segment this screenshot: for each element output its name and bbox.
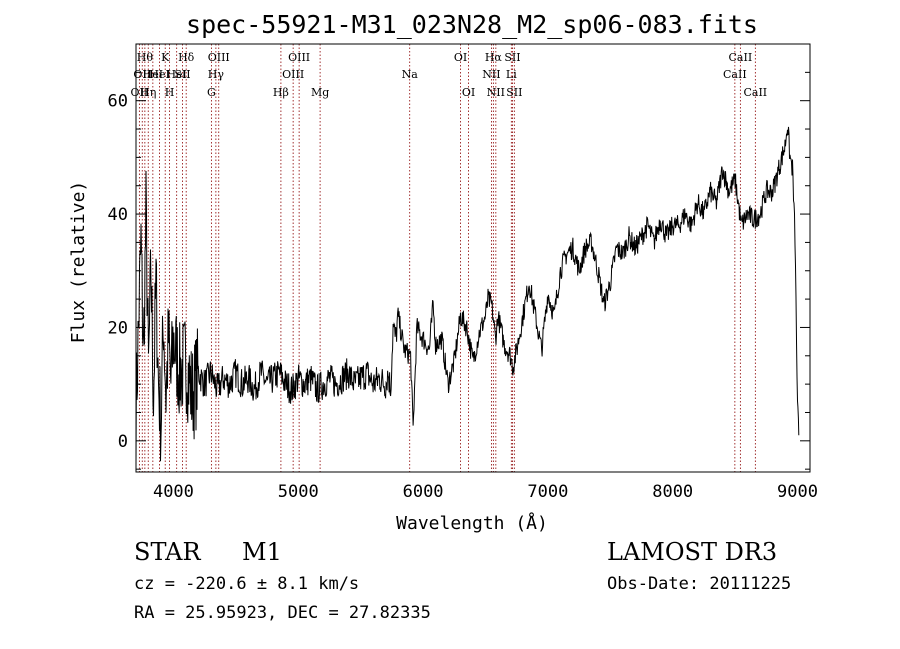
x-tick-label: 6000 [403,482,444,502]
line-label: SII [506,86,522,99]
line-label: CaII [743,86,767,99]
chart-title: spec-55921-M31_023N28_M2_sp06-083.fits [186,10,758,39]
x-tick-label: 5000 [278,482,319,502]
line-label: OII [133,68,151,81]
y-tick-label: 20 [108,318,128,338]
line-label: OI [454,51,467,64]
y-tick-label: 40 [108,205,128,225]
line-label: H [165,86,175,99]
y-tick-label: 60 [108,92,128,112]
line-label: Hη [140,86,156,99]
survey-name: LAMOST DR3 [607,538,778,566]
line-label: Hδ [178,51,195,64]
line-label: K [161,51,170,64]
line-label: HeI [149,68,169,81]
line-label: G [207,86,216,99]
spectral-line-labels: OIIOIIHθHηHeIHeIKHHeISIIHδGHγOIIIHβOIIIO… [131,51,768,99]
coordinates: RA = 25.95923, DEC = 27.82335 [134,603,431,623]
spectrum-line [135,126,800,464]
line-label: HeI [166,68,186,81]
line-label: NII [482,68,500,81]
x-tick-label: 7000 [527,482,568,502]
line-label: Hα [485,51,503,64]
x-axis-label: Wavelength (Å) [396,512,548,534]
object-subclass: M1 [242,538,282,566]
line-label: CaII [729,51,753,64]
line-label: OIII [288,51,310,64]
line-label: Na [402,68,419,81]
line-label: OIII [208,51,230,64]
x-tick-label: 8000 [652,482,693,502]
line-label: SII [504,51,520,64]
redshift-velocity: cz = -220.6 ± 8.1 km/s [134,574,360,594]
x-tick-label: 4000 [153,482,194,502]
plot-axes: 4000 5000 6000 7000 8000 9000 0 20 40 60 [108,43,818,502]
line-label: Mg [311,86,329,99]
plot-frame [135,43,811,473]
line-label: Hγ [208,68,225,81]
line-label: Li [506,68,517,81]
line-label: NII [487,86,505,99]
object-class: STAR [134,538,201,566]
spectral-line-markers [138,44,756,472]
observation-date: Obs-Date: 20111225 [607,574,792,594]
line-label: SII [174,68,190,81]
line-label: OIII [282,68,304,81]
line-label: HeI [143,68,163,81]
x-tick-label: 9000 [777,482,818,502]
line-label: OI [462,86,475,99]
y-axis-label: Flux (relative) [68,181,89,344]
y-tick-label: 0 [118,432,128,452]
line-label: Hβ [273,86,289,99]
line-label: CaII [723,68,747,81]
line-label: Hθ [137,51,154,64]
line-label: OII [131,86,149,99]
